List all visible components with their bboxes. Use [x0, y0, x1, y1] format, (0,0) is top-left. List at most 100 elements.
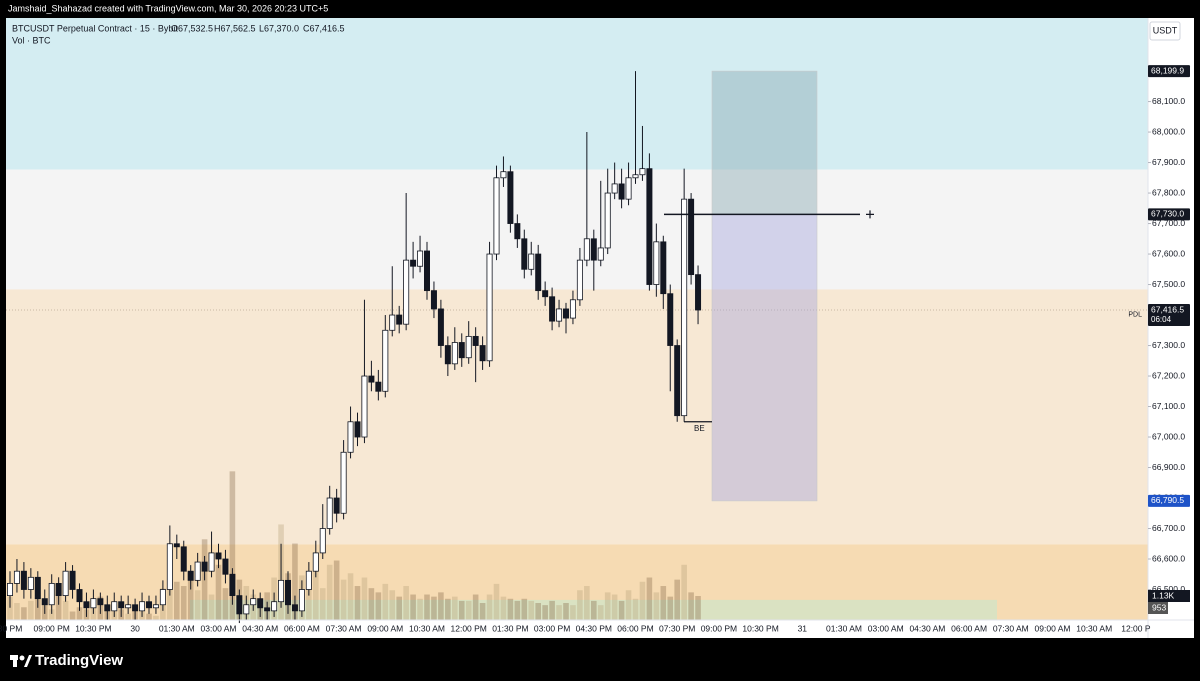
- volume-bar: [549, 600, 555, 620]
- candle-body: [382, 329, 389, 392]
- candle-body: [354, 421, 361, 438]
- x-tick-label: 10:30 AM: [1076, 623, 1112, 633]
- volume-bar: [535, 603, 541, 620]
- price-axis: 66,500.066,600.066,700.066,800.066,900.0…: [0, 18, 1194, 638]
- candle-body: [7, 583, 13, 597]
- legend-volume: Vol · BTC: [12, 35, 51, 45]
- volume-bar: [76, 607, 83, 620]
- candle-body: [514, 223, 521, 240]
- volume-bar: [584, 586, 590, 620]
- y-tick-label: 67,100.0: [1152, 401, 1185, 411]
- volume-ma-tag: [1148, 602, 1168, 614]
- volume-bar: [389, 590, 396, 620]
- candle-body: [139, 601, 146, 612]
- x-tick-label: 10:30 PM: [75, 623, 111, 633]
- volume-bar: [438, 592, 444, 620]
- candle-body: [152, 604, 159, 609]
- volume-bar: [604, 592, 611, 620]
- volume-bar: [465, 600, 472, 620]
- volume-bar: [625, 590, 632, 620]
- candle-body: [639, 168, 646, 176]
- volume-bar: [396, 596, 402, 620]
- candle-body: [493, 177, 500, 255]
- candle-body: [611, 183, 618, 194]
- volume-bar: [347, 573, 354, 620]
- volume-bar: [62, 600, 69, 620]
- volume-bar: [521, 598, 528, 620]
- volume-bar: [174, 581, 180, 620]
- y-tick-label: 66,700.0: [1152, 523, 1185, 533]
- x-tick-label: 04:30 AM: [909, 623, 945, 633]
- x-tick-label: 03:00 AM: [868, 623, 904, 633]
- candle-body: [507, 171, 514, 224]
- x-tick-label: 31: [798, 623, 808, 633]
- candle-body: [681, 198, 688, 417]
- x-tick-label: 12:00 P: [1121, 623, 1151, 633]
- volume-bar: [7, 596, 13, 620]
- candle-body: [222, 558, 229, 575]
- volume-bar: [403, 586, 409, 620]
- candle-body: [111, 601, 118, 612]
- legend-ohlc: C67,416.5: [303, 23, 345, 33]
- volume-bar: [69, 611, 76, 620]
- volume-bar: [452, 596, 458, 620]
- volume-bar: [153, 615, 159, 620]
- candle-body: [604, 192, 611, 249]
- candle-body: [305, 570, 312, 590]
- price-tag: [1148, 208, 1190, 221]
- y-tick-label: 66,900.0: [1152, 462, 1185, 472]
- volume-bar: [382, 583, 389, 620]
- candle-body: [62, 570, 69, 597]
- volume-bar: [472, 594, 479, 620]
- volume-bar: [28, 600, 34, 620]
- candle-body: [451, 342, 458, 365]
- volume-bar: [514, 600, 521, 620]
- volume-bar: [618, 600, 625, 620]
- volume-bar: [326, 564, 333, 620]
- candle-body: [312, 552, 319, 572]
- footer-logo: [10, 655, 32, 667]
- price-tag: [1148, 65, 1190, 78]
- candle-body: [166, 543, 173, 590]
- candle-body: [229, 573, 236, 597]
- candle-body: [646, 168, 653, 285]
- candle-body: [674, 345, 681, 417]
- credit: Jamshaid_Shahazad created with TradingVi…: [8, 3, 328, 13]
- candle-body: [41, 598, 48, 606]
- volume-bar: [507, 598, 514, 620]
- volume-bar: [528, 600, 535, 620]
- volume-bar: [319, 588, 326, 620]
- candle-body: [583, 238, 590, 261]
- volume-bar: [591, 600, 597, 620]
- volume-bar: [125, 613, 131, 620]
- volume-bar: [500, 596, 507, 620]
- volume-bar: [14, 603, 20, 620]
- countdown: 06:04: [1151, 315, 1172, 324]
- candle-body: [264, 607, 271, 612]
- price-tag-label: 66,790.5: [1151, 495, 1184, 505]
- candle-body: [660, 241, 667, 295]
- x-tick-label: 09:00 PM: [701, 623, 737, 633]
- candle-body: [125, 604, 132, 609]
- y-tick-label: 66,500.0: [1152, 584, 1185, 594]
- candle-body: [396, 314, 403, 325]
- volume-bar: [646, 577, 653, 620]
- candle-body: [83, 601, 90, 609]
- x-tick-label: 06:00 AM: [951, 623, 987, 633]
- volume-bar: [208, 594, 215, 620]
- y-tick-label: 67,200.0: [1152, 370, 1185, 380]
- volume-bar: [146, 613, 152, 620]
- x-tick-label: 09:00 PM: [34, 623, 70, 633]
- x-tick-label: 06:00 AM: [284, 623, 320, 633]
- candle-body: [590, 238, 597, 261]
- volume-bar: [660, 586, 667, 620]
- candle-body: [535, 253, 542, 292]
- currency-box[interactable]: [1149, 21, 1181, 41]
- volume-bar: [445, 598, 451, 620]
- candle-body: [417, 250, 424, 267]
- candle-body: [423, 250, 430, 292]
- x-tick-label: 10:30 AM: [409, 623, 445, 633]
- volume-bar: [542, 605, 548, 620]
- candle-body: [132, 604, 139, 612]
